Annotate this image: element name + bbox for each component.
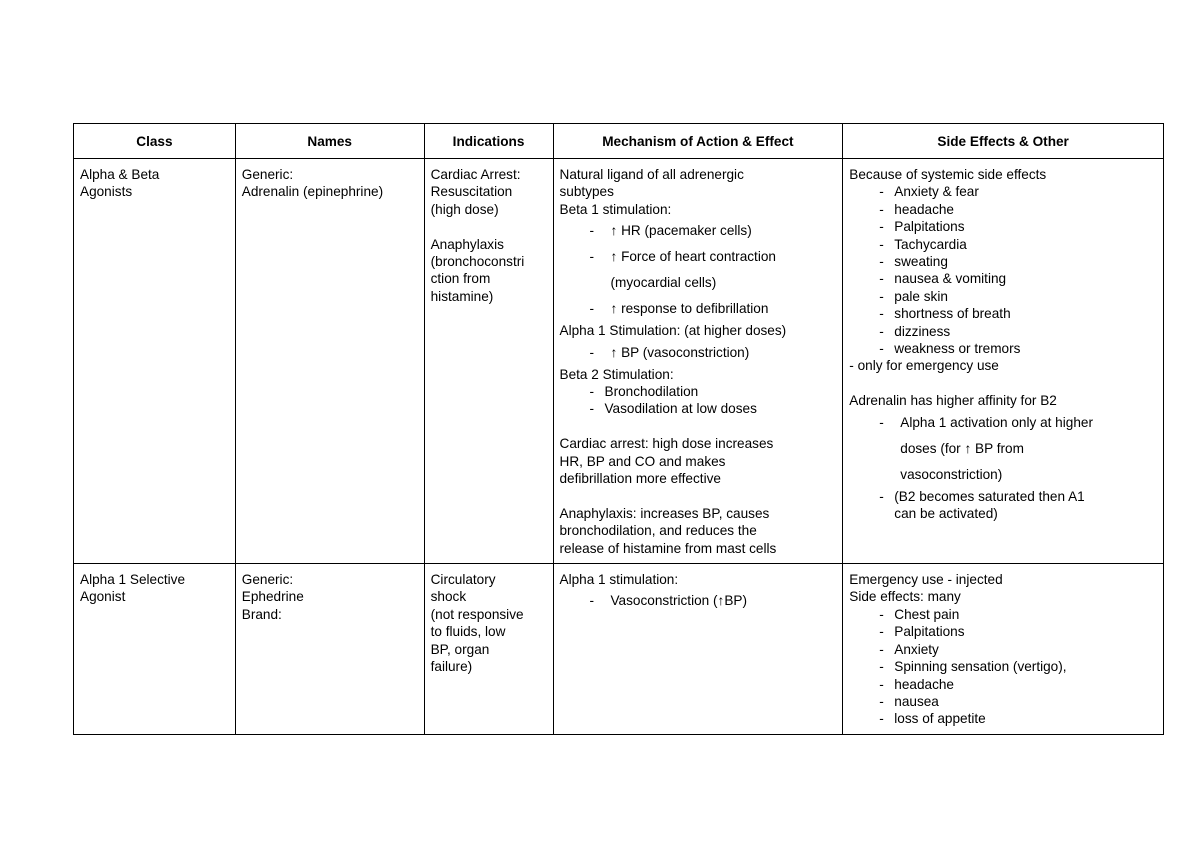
text-line [849,375,1157,392]
bullet-item: Anxiety & fear [849,183,1157,201]
bullet-item: Alpha 1 activation only at higher [849,410,1157,436]
text-line: Generic: [241,572,294,588]
header-mechanism: Mechanism of Action & Effect [552,123,844,159]
text-line: doses (for ↑ BP from [900,440,1024,456]
text-line: bronchodilation, and reduces the [559,523,757,539]
bullet-item: Vasodilation at low doses [560,400,837,418]
text-line: Cardiac Arrest: [430,167,521,182]
text-line [560,418,837,435]
bullet-item: shortness of breath [849,305,1157,323]
text-line: failure) [430,659,473,675]
text-line: Alpha & Beta [80,167,160,182]
text-line: Emergency use - injected [849,572,1003,588]
text-line: Beta 1 stimulation: [559,201,672,217]
text-line: Brand: [241,606,282,622]
bullet-item: nausea [849,693,1157,711]
bullet-item: pale skin [849,288,1157,306]
text-line: Cardiac arrest: high dose increases [559,436,774,452]
text-line [560,487,837,504]
text-line: vasoconstriction) [900,466,1003,482]
text-line: shock [430,589,467,605]
bullet-item: Vasoconstriction (↑BP) [560,588,837,614]
text-line: Alpha 1 Stimulation: (at higher doses) [559,323,787,339]
cell-side-effects: Because of systemic side effectsAnxiety … [842,157,1164,565]
bullet-item: weakness or tremors [849,340,1157,358]
cell-class: Alpha 1 Selective Agonist [73,563,236,735]
bullet-item: Anxiety [849,641,1157,659]
text-line: histamine) [430,288,494,304]
text-line: Adrenalin (epinephrine) [241,184,384,200]
text-line: can be activated) [894,506,998,522]
text-line: (bronchoconstri [430,254,525,270]
text-line: Generic: [241,167,294,182]
bullet-item: nausea & vomiting [849,270,1157,288]
cell-names: Generic: Ephedrine Brand: [234,563,425,735]
bullet-item: Palpitations [849,218,1157,236]
text-line: Resuscitation [430,184,513,200]
cell-names: Generic: Adrenalin (epinephrine) [234,157,425,565]
text-line: Because of systemic side effects [849,167,1047,182]
text-line: Anaphylaxis: increases BP, causes [559,505,770,521]
cell-side-effects: Emergency use - injected Side effects: ma… [842,563,1164,735]
table-row: Alpha 1 Selective Agonist Generic: Ephedrin… [73,563,1164,735]
bullet-item: ↑ BP (vasoconstriction) [560,340,837,366]
bullet-item: (B2 becomes saturated then A1 [849,488,1157,506]
cell-indications: Cardiac Arrest: Resuscitation (high dose) A… [423,157,554,565]
text-line [431,218,547,235]
cell-class: Alpha & Beta Agonists [73,157,236,565]
bullet-item: headache [849,676,1157,694]
text-line: (myocardial cells) [610,275,717,291]
bullet-item: headache [849,201,1157,219]
header-row: Class Names Indications Mechanism of Act… [73,123,1164,159]
text-line: Beta 2 Stimulation: [559,366,674,382]
bullet-item: ↑ response to defibrillation [560,296,837,322]
text-line: - only for emergency use [849,358,999,374]
text-line: release of histamine from mast cells [559,540,777,556]
bullet-item: sweating [849,253,1157,271]
text-line: ction from [430,271,491,287]
bullet-item: Tachycardia [849,236,1157,254]
text-line: defibrillation more effective [559,471,721,487]
header-side-effects: Side Effects & Other [842,123,1164,159]
cell-mechanism: Alpha 1 stimulation:Vasoconstriction (↑B… [552,563,844,735]
text-line: HR, BP and CO and makes [559,453,726,469]
text-line: Natural ligand of all adrenergic [559,167,744,182]
text-line: Alpha 1 stimulation: [559,572,679,588]
header-indications: Indications [423,123,554,159]
text-line: Agonist [80,589,126,605]
bullet-item: Spinning sensation (vertigo), [849,658,1157,676]
text-line: to fluids, low [430,624,506,640]
text-line: Ephedrine [241,589,304,605]
bullet-item: loss of appetite [849,710,1157,728]
text-line: Adrenalin has higher affinity for B2 [849,393,1057,409]
bullet-item: Palpitations [849,623,1157,641]
text-line: Anaphylaxis [430,236,504,252]
text-line: Side effects: many [849,589,961,605]
bullet-item: ↑ Force of heart contraction [560,244,837,270]
bullet-item: ↑ HR (pacemaker cells) [560,218,837,244]
header-class: Class [73,123,236,159]
text-line: Alpha 1 Selective [80,572,186,588]
text-line: (high dose) [430,201,499,217]
header-names: Names [234,123,425,159]
text-line: (not responsive [430,606,524,622]
cell-indications: Circulatory shock (not responsive to fluids… [423,563,554,735]
drug-table: Class Names Indications Mechanism of Act… [73,123,1164,735]
table-row: Alpha & Beta Agonists Generic: Adrenalin (e… [73,157,1164,565]
bullet-item: dizziness [849,323,1157,341]
text-line: Circulatory [430,572,496,588]
bullet-item: Chest pain [849,606,1157,624]
cell-mechanism: Natural ligand of all adrenergic subtypes… [552,157,844,565]
bullet-item: Bronchodilation [560,383,837,401]
text-line: subtypes [559,184,614,200]
text-line: Agonists [80,184,133,200]
text-line: BP, organ [430,641,490,657]
